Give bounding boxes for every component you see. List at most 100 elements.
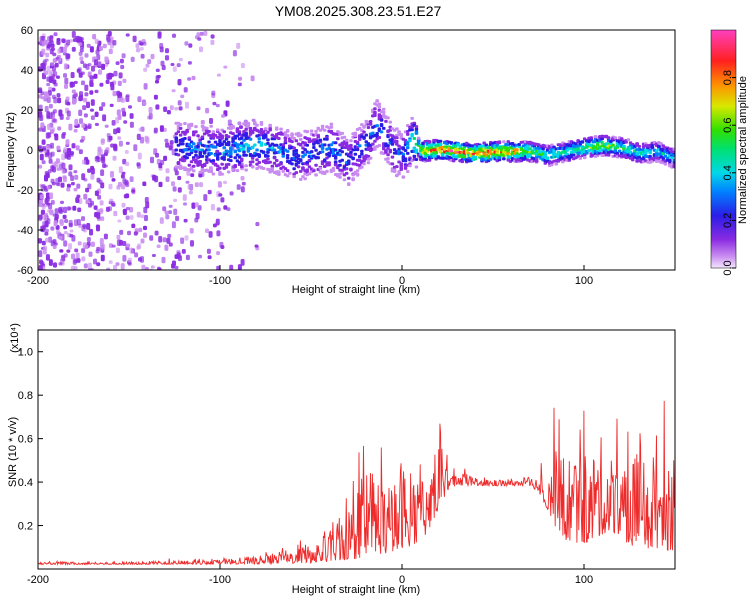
spectrogram-noise-cell	[87, 125, 91, 129]
spectrogram-noise-cell	[93, 205, 98, 210]
spectrogram-cell	[189, 124, 194, 127]
spectrogram-cell	[290, 162, 294, 166]
spectrogram-noise-cell	[108, 48, 113, 55]
spectrogram-noise-cell	[129, 207, 134, 213]
spectrogram-noise-cell	[38, 111, 43, 118]
spectrogram-cell	[338, 163, 342, 167]
spectrogram-cell	[202, 151, 207, 155]
spectrogram-noise-cell	[47, 123, 52, 130]
spectrogram-noise-cell	[240, 176, 245, 181]
spectrogram-cell	[340, 158, 344, 162]
spectrogram-cell	[292, 167, 296, 171]
spectrogram-cell	[176, 130, 181, 134]
spectrogram-noise-cell	[63, 63, 68, 70]
spectrogram-noise-cell	[108, 183, 113, 190]
spectrogram-cell	[349, 143, 353, 147]
spectrogram-cell	[395, 136, 399, 140]
spectrogram-noise-cell	[152, 174, 157, 181]
spectrogram-x-ticks: -200 -100 0 100	[27, 265, 593, 287]
spectrogram-noise-cell	[48, 71, 53, 77]
spectrogram-noise-cell	[125, 207, 130, 211]
spectrogram-noise-cell	[86, 223, 91, 230]
spectrogram-cell	[364, 133, 368, 137]
spectrogram-noise-cell	[121, 183, 126, 190]
spectrogram-cell	[613, 136, 617, 140]
spectrogram-cell	[285, 156, 290, 160]
spectrogram-noise-cell	[58, 235, 63, 240]
spectrogram-noise-cell	[66, 249, 71, 253]
spectrogram-cell	[506, 140, 510, 144]
spectrogram-cell	[648, 150, 652, 154]
spectrogram-noise-cell	[122, 208, 127, 216]
spectrogram-noise-cell	[162, 206, 167, 212]
spectrogram-cell	[320, 150, 325, 154]
spectrogram-noise-cell	[165, 176, 170, 182]
spectrogram-noise-cell	[123, 120, 128, 124]
spectrogram-cell	[375, 132, 379, 135]
spectrogram-cell	[174, 148, 178, 152]
spectrogram-noise-cell	[83, 113, 88, 118]
spectrogram-noise-cell	[76, 39, 81, 43]
spectrogram-noise-cell	[210, 204, 215, 211]
spectrogram-noise-cell	[240, 63, 245, 69]
spectrogram-cell	[196, 134, 200, 138]
spectrogram-noise-cell	[149, 235, 154, 241]
spectrogram-noise-cell	[74, 248, 79, 253]
spectrogram-cell	[323, 143, 327, 147]
spectrogram-cell	[312, 169, 316, 173]
spectrogram-noise-cell	[41, 205, 46, 210]
spectrogram-cell	[375, 99, 379, 103]
spectrogram-noise-cell	[211, 90, 216, 96]
spectrogram-noise-cell	[116, 98, 121, 103]
spectrogram-cell	[244, 168, 248, 172]
spectrogram-cell	[231, 132, 235, 136]
spectrogram-noise-cell	[77, 36, 82, 40]
spectrogram-noise-cell	[53, 71, 58, 77]
spectrogram-noise-cell	[138, 257, 142, 262]
spectrogram-noise-cell	[144, 135, 149, 142]
spectrogram-noise-cell	[155, 104, 160, 110]
spectrogram-noise-cell	[99, 106, 103, 112]
spectrogram-cell	[178, 133, 183, 137]
spectrogram-noise-cell	[101, 156, 106, 164]
spectrogram-cell	[333, 160, 338, 164]
spectrogram-cell	[554, 162, 558, 166]
spectrogram-noise-cell	[120, 64, 125, 70]
spectrogram-cell	[259, 143, 264, 147]
spectrogram-cell	[226, 135, 231, 139]
spectrogram-cell	[200, 154, 205, 158]
spectrogram-noise-cell	[38, 164, 43, 169]
spectrogram-cell	[216, 164, 220, 168]
spectrogram-noise-cell	[45, 237, 50, 243]
spectrogram-noise-cell	[52, 239, 57, 244]
spectrogram-noise-cell	[171, 221, 176, 229]
spectrogram-noise-cell	[199, 31, 204, 36]
spectrogram-cell	[390, 155, 395, 159]
spectrogram-noise-cell	[74, 174, 79, 180]
spectrogram-cell	[231, 126, 235, 130]
spectrogram-cell	[292, 136, 296, 140]
spectrogram-noise-cell	[185, 180, 190, 184]
spectrogram-cell	[257, 161, 261, 164]
spectrogram-noise-cell	[225, 100, 230, 107]
spectrogram-cell	[329, 122, 334, 126]
spectrogram-noise-cell	[64, 219, 69, 224]
spectrogram-cell	[331, 166, 336, 170]
spectrogram-noise-cell	[223, 180, 227, 185]
spectrogram-cell	[617, 149, 622, 153]
spectrogram-cell	[353, 134, 358, 137]
spectrogram-noise-cell	[188, 190, 193, 195]
spectrogram-noise-cell	[93, 73, 98, 79]
spectrogram-noise-cell	[38, 202, 43, 208]
spectrogram-noise-cell	[63, 240, 68, 247]
spectrogram-cell	[259, 121, 264, 124]
spectrogram-noise-cell	[156, 244, 161, 249]
spectrogram-cell	[561, 160, 565, 164]
spectrogram-cell	[275, 159, 279, 162]
spectrogram-noise-cell	[94, 38, 99, 44]
spectrogram-cell	[368, 120, 373, 123]
spectrogram-noise-cell	[71, 235, 76, 242]
y-tick-label: 0.6	[18, 434, 33, 446]
spectrogram-noise-cell	[61, 153, 66, 161]
spectrogram-cell	[285, 174, 290, 178]
